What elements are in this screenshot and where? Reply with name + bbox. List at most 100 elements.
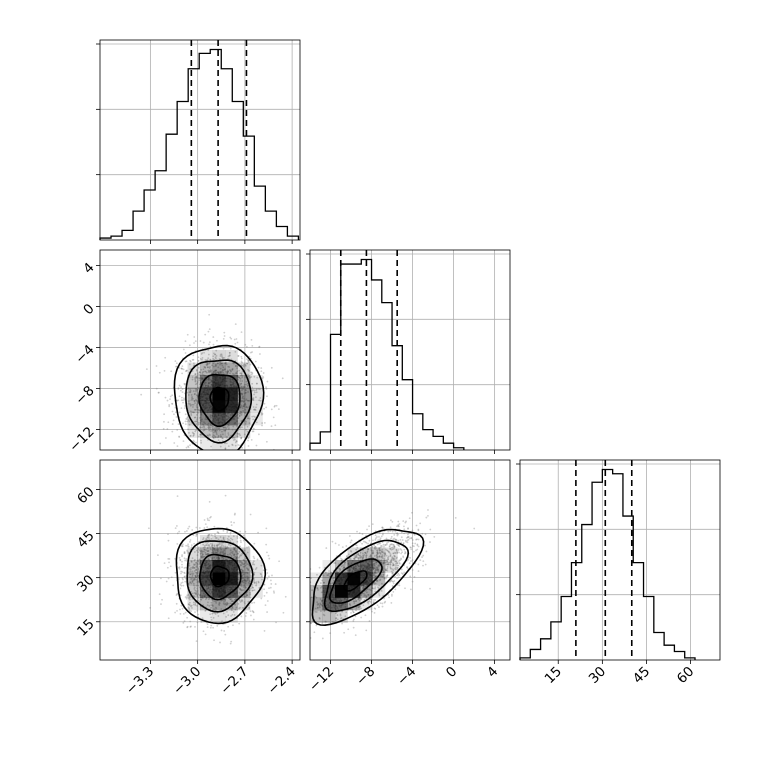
- scatter-point: [217, 557, 219, 560]
- scatter-point: [404, 551, 407, 554]
- scatter-point: [187, 527, 190, 530]
- scatter-point: [401, 551, 404, 554]
- scatter-point: [244, 403, 246, 405]
- scatter-point: [473, 527, 476, 530]
- scatter-point: [227, 434, 230, 436]
- scatter-point: [188, 603, 190, 606]
- scatter-point: [237, 595, 240, 598]
- scatter-point: [224, 545, 227, 548]
- scatter-point: [244, 557, 247, 560]
- scatter-point: [214, 370, 216, 373]
- scatter-point: [169, 395, 172, 398]
- scatter-point: [257, 366, 260, 369]
- scatter-point: [179, 587, 182, 590]
- scatter-point: [225, 604, 228, 606]
- scatter-point: [236, 451, 238, 453]
- scatter-point: [227, 355, 230, 358]
- scatter-point: [188, 391, 191, 393]
- scatter-point: [194, 408, 196, 411]
- scatter-point: [386, 542, 388, 545]
- scatter-point: [243, 385, 246, 388]
- scatter-point: [243, 562, 246, 565]
- hist-frame-1: [309, 249, 511, 451]
- scatter-point: [207, 544, 210, 547]
- scatter-point: [239, 545, 241, 548]
- scatter-point: [238, 415, 241, 418]
- scatter-point: [197, 574, 199, 577]
- scatter-point: [184, 370, 187, 373]
- scatter-point: [216, 339, 218, 342]
- scatter-point: [307, 585, 309, 587]
- scatter-point: [232, 439, 235, 441]
- scatter-point: [227, 370, 230, 373]
- scatter-point: [398, 574, 401, 576]
- scatter-point: [184, 420, 187, 423]
- scatter-point: [245, 580, 247, 583]
- scatter-point: [198, 379, 201, 382]
- scatter-point: [227, 614, 230, 617]
- scatter-point: [192, 439, 195, 442]
- scatter-point: [182, 584, 185, 587]
- scatter-point: [263, 583, 266, 586]
- scatter-point: [278, 560, 281, 563]
- scatter-point: [233, 373, 235, 376]
- density-cell: [187, 387, 201, 401]
- scatter-point: [240, 372, 243, 375]
- scatter-point: [209, 424, 212, 427]
- scatter-point: [233, 547, 236, 550]
- scatter-point: [263, 463, 265, 465]
- scatter-point: [246, 385, 249, 387]
- scatter-point: [185, 596, 188, 599]
- scatter-point: [195, 369, 198, 372]
- scatter-point: [182, 543, 184, 546]
- scatter-point: [214, 606, 217, 609]
- scatter-point: [237, 573, 240, 576]
- scatter-point: [248, 580, 251, 582]
- scatter-point: [193, 364, 196, 366]
- scatter-point: [196, 560, 199, 563]
- scatter-point: [249, 596, 252, 599]
- scatter-point: [230, 640, 233, 643]
- scatter-point: [262, 569, 265, 572]
- scatter-point: [258, 399, 261, 402]
- scatter-point: [270, 408, 273, 411]
- scatter-point: [255, 382, 258, 385]
- scatter-point: [422, 564, 424, 567]
- scatter-point: [239, 412, 241, 415]
- scatter-point: [221, 368, 224, 371]
- scatter-point: [211, 557, 214, 560]
- scatter-point: [243, 560, 246, 563]
- scatter-point: [195, 387, 198, 390]
- scatter-point: [221, 437, 224, 440]
- scatter-point: [215, 433, 218, 436]
- scatter-point: [179, 612, 182, 615]
- scatter-point: [223, 357, 226, 359]
- density-panel-1-2: [307, 459, 511, 661]
- scatter-point: [252, 389, 254, 391]
- scatter-point: [194, 376, 197, 378]
- scatter-point: [244, 388, 247, 391]
- scatter-point: [400, 572, 403, 575]
- scatter-point: [214, 535, 217, 538]
- scatter-point: [218, 429, 221, 432]
- scatter-point: [185, 530, 188, 532]
- scatter-point: [391, 520, 394, 523]
- scatter-point: [212, 371, 215, 373]
- scatter-point: [429, 587, 431, 590]
- scatter-point: [181, 555, 183, 558]
- scatter-point: [454, 517, 457, 519]
- scatter-point: [210, 616, 213, 619]
- scatter-point: [211, 599, 214, 601]
- scatter-point: [186, 616, 189, 619]
- scatter-point: [231, 428, 234, 431]
- scatter-point: [240, 357, 243, 360]
- scatter-point: [411, 539, 414, 541]
- scatter-point: [219, 361, 222, 363]
- scatter-point: [254, 360, 257, 363]
- scatter-point: [191, 403, 194, 406]
- scatter-point: [214, 365, 217, 368]
- scatter-point: [181, 388, 184, 391]
- scatter-point: [253, 573, 255, 576]
- scatter-point: [230, 524, 233, 527]
- scatter-point: [189, 368, 192, 371]
